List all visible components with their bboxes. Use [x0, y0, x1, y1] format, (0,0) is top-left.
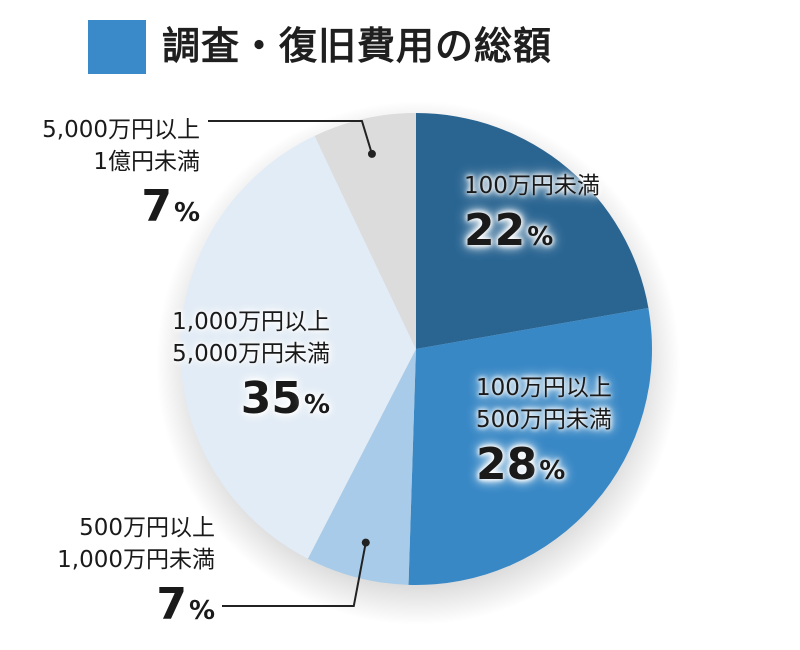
slice-label-2-line-1: 1,000万円未満	[57, 547, 215, 573]
slice-label-1-value: 28%	[476, 439, 566, 490]
slice-label-3-line-0: 1,000万円以上	[172, 309, 330, 335]
legend-swatch	[88, 20, 146, 74]
slice-label-4-value: 7%	[141, 181, 200, 232]
slice-label-1: 100万円以上 500万円未満 28%	[476, 372, 612, 500]
slice-label-3: 1,000万円以上 5,000万円未満 35%	[172, 306, 330, 434]
slice-label-0-value: 22%	[464, 205, 554, 256]
slice-label-4-line-1: 1億円未満	[93, 149, 200, 175]
slice-label-2-line-0: 500万円以上	[79, 515, 215, 541]
slice-label-1-line-1: 500万円未満	[476, 407, 612, 433]
slice-label-4-line-0: 5,000万円以上	[42, 117, 200, 143]
slice-label-3-value: 35%	[240, 373, 330, 424]
slice-label-1-line-0: 100万円以上	[476, 375, 612, 401]
leader-line-2	[222, 542, 367, 607]
pie-slice-4	[314, 113, 416, 349]
slice-label-0-line-0: 100万円未満	[464, 173, 600, 199]
pie-slice-3	[180, 135, 416, 559]
pie-slice-1	[408, 308, 652, 585]
pie-slice-0	[416, 113, 649, 349]
slice-label-2-value: 7%	[156, 579, 215, 630]
slice-label-0: 100万円未満 22%	[464, 170, 600, 266]
slice-label-4: 5,000万円以上 1億円未満 7%	[42, 114, 200, 242]
slice-label-3-line-1: 5,000万円未満	[172, 341, 330, 367]
pie-slice-2	[307, 349, 416, 585]
slice-label-2: 500万円以上 1,000万円未満 7%	[57, 512, 215, 640]
chart-title: 調査・復旧費用の総額	[162, 24, 553, 68]
leader-line-4	[208, 120, 373, 155]
